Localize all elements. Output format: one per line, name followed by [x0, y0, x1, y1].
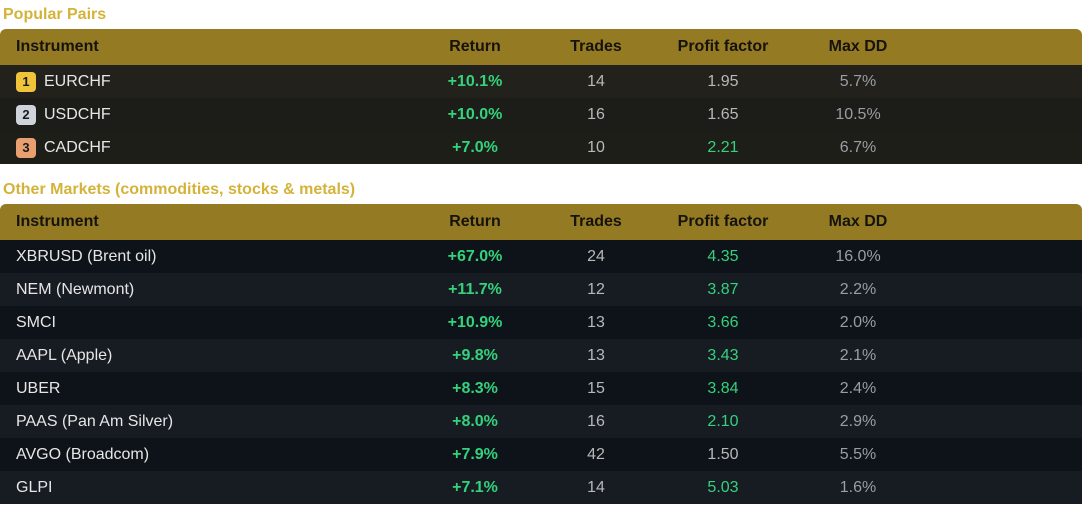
return-value: +7.0% — [452, 138, 498, 156]
max-dd-value: 6.7% — [839, 138, 877, 156]
trades-value: 14 — [587, 478, 605, 496]
header-profit-factor[interactable]: Profit factor — [677, 213, 769, 230]
profit-factor-value: 2.21 — [707, 138, 739, 156]
table-row[interactable]: PAAS (Pan Am Silver) +8.0% 16 2.10 2.9% — [0, 405, 1082, 438]
table-row[interactable]: UBER +8.3% 15 3.84 2.4% — [0, 372, 1082, 405]
instrument-name: USDCHF — [44, 105, 111, 123]
instrument-name: GLPI — [16, 478, 53, 496]
trades-value: 16 — [587, 412, 605, 430]
header-return[interactable]: Return — [449, 213, 501, 230]
table-header: Instrument Return Trades Profit factor M… — [0, 204, 1082, 240]
table-row[interactable]: 2 USDCHF +10.0% 16 1.65 10.5% — [0, 98, 1082, 131]
table-row[interactable]: XBRUSD (Brent oil) +67.0% 24 4.35 16.0% — [0, 240, 1082, 273]
header-return[interactable]: Return — [449, 38, 501, 55]
max-dd-value: 2.0% — [839, 313, 877, 331]
popular-pairs-table: Instrument Return Trades Profit factor M… — [0, 29, 1082, 164]
profit-factor-value: 3.84 — [707, 379, 739, 397]
table-row[interactable]: 3 CADCHF +7.0% 10 2.21 6.7% — [0, 131, 1082, 164]
trades-value: 15 — [587, 379, 605, 397]
trades-value: 13 — [587, 346, 605, 364]
section-title-other-markets: Other Markets (commodities, stocks & met… — [3, 181, 356, 198]
instrument-name: XBRUSD (Brent oil) — [16, 247, 157, 265]
profit-factor-value: 2.10 — [707, 412, 739, 430]
table-row[interactable]: NEM (Newmont) +11.7% 12 3.87 2.2% — [0, 273, 1082, 306]
header-instrument[interactable]: Instrument — [16, 213, 99, 230]
section-title-popular-pairs: Popular Pairs — [3, 6, 107, 23]
return-value: +9.8% — [452, 346, 498, 364]
other-markets-table: Instrument Return Trades Profit factor M… — [0, 204, 1082, 504]
max-dd-value: 5.7% — [839, 72, 877, 90]
profit-factor-value: 3.66 — [707, 313, 739, 331]
trades-value: 42 — [587, 445, 605, 463]
instrument-name: SMCI — [16, 313, 56, 331]
instrument-name: EURCHF — [44, 72, 111, 90]
return-value: +7.1% — [452, 478, 498, 496]
table-row[interactable]: SMCI +10.9% 13 3.66 2.0% — [0, 306, 1082, 339]
return-value: +7.9% — [452, 445, 498, 463]
profit-factor-value: 4.35 — [707, 247, 739, 265]
trades-value: 10 — [587, 138, 605, 156]
trades-value: 24 — [587, 247, 605, 265]
instrument-name: NEM (Newmont) — [16, 280, 135, 298]
max-dd-value: 1.6% — [839, 478, 877, 496]
rank-badge: 1 — [16, 71, 36, 92]
max-dd-value: 10.5% — [835, 105, 881, 123]
table-row[interactable]: GLPI +7.1% 14 5.03 1.6% — [0, 471, 1082, 504]
profit-factor-value: 3.43 — [707, 346, 739, 364]
max-dd-value: 2.2% — [839, 280, 877, 298]
max-dd-value: 16.0% — [835, 247, 881, 265]
instrument-name: PAAS (Pan Am Silver) — [16, 412, 174, 430]
profit-factor-value: 1.95 — [707, 72, 739, 90]
instrument-name: AVGO (Broadcom) — [16, 445, 150, 463]
max-dd-value: 2.9% — [839, 412, 877, 430]
table-row[interactable]: 1 EURCHF +10.1% 14 1.95 5.7% — [0, 65, 1082, 98]
instrument-name: AAPL (Apple) — [16, 346, 113, 364]
table-row[interactable]: AAPL (Apple) +9.8% 13 3.43 2.1% — [0, 339, 1082, 372]
profit-factor-value: 1.65 — [707, 105, 739, 123]
header-max-dd[interactable]: Max DD — [828, 38, 888, 55]
instrument-name: CADCHF — [44, 138, 111, 156]
header-profit-factor[interactable]: Profit factor — [677, 38, 769, 55]
max-dd-value: 2.4% — [839, 379, 877, 397]
return-value: +10.0% — [447, 105, 503, 123]
table-row[interactable]: AVGO (Broadcom) +7.9% 42 1.50 5.5% — [0, 438, 1082, 471]
return-value: +8.0% — [452, 412, 498, 430]
header-trades[interactable]: Trades — [570, 213, 622, 230]
instrument-name: UBER — [16, 379, 61, 397]
profit-factor-value: 1.50 — [707, 445, 739, 463]
header-instrument[interactable]: Instrument — [16, 38, 99, 55]
trades-value: 16 — [587, 105, 605, 123]
table-header: Instrument Return Trades Profit factor M… — [0, 29, 1082, 65]
return-value: +10.9% — [447, 313, 503, 331]
trades-value: 13 — [587, 313, 605, 331]
header-max-dd[interactable]: Max DD — [828, 213, 888, 230]
return-value: +11.7% — [448, 280, 502, 298]
profit-factor-value: 5.03 — [707, 478, 739, 496]
trades-value: 14 — [587, 72, 605, 90]
rank-badge: 2 — [16, 104, 36, 125]
return-value: +10.1% — [447, 72, 503, 90]
header-trades[interactable]: Trades — [570, 38, 622, 55]
trades-value: 12 — [587, 280, 605, 298]
max-dd-value: 2.1% — [839, 346, 877, 364]
return-value: +67.0% — [447, 247, 503, 265]
rank-badge: 3 — [16, 137, 36, 158]
profit-factor-value: 3.87 — [707, 280, 739, 298]
return-value: +8.3% — [452, 379, 498, 397]
max-dd-value: 5.5% — [839, 445, 877, 463]
